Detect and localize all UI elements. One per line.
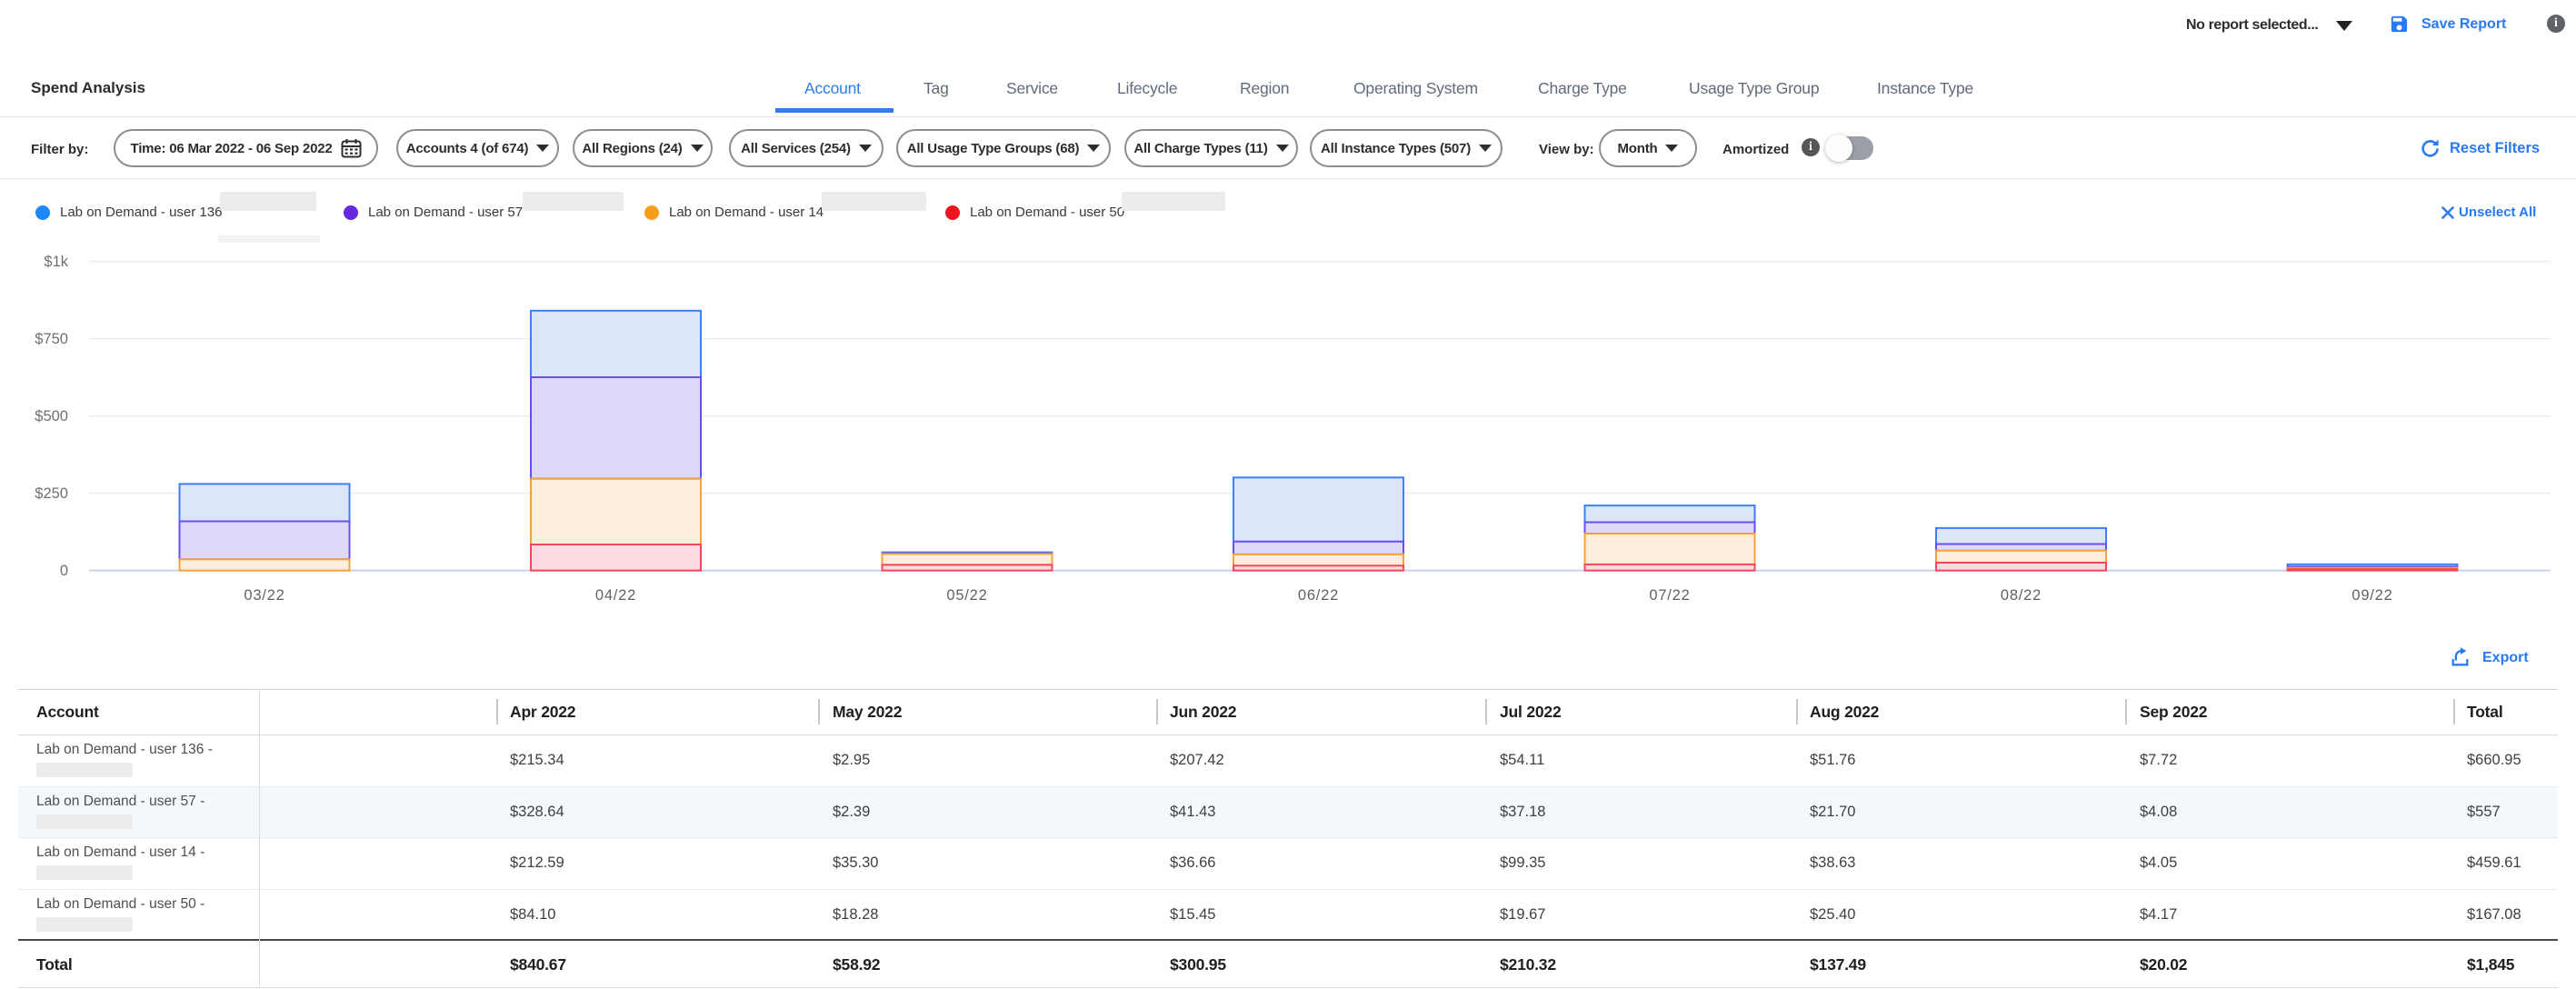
svg-text:$250: $250 (35, 485, 68, 502)
svg-text:$500: $500 (35, 408, 68, 425)
svg-text:$750: $750 (35, 331, 68, 347)
svg-text:05/22: 05/22 (946, 587, 987, 604)
svg-text:$1k: $1k (44, 254, 68, 270)
svg-text:09/22: 09/22 (2351, 587, 2392, 604)
svg-text:07/22: 07/22 (1649, 587, 1690, 604)
svg-text:03/22: 03/22 (244, 587, 285, 604)
svg-text:04/22: 04/22 (595, 587, 636, 604)
svg-text:08/22: 08/22 (2001, 587, 2042, 604)
svg-text:06/22: 06/22 (1298, 587, 1339, 604)
svg-text:0: 0 (60, 563, 68, 579)
